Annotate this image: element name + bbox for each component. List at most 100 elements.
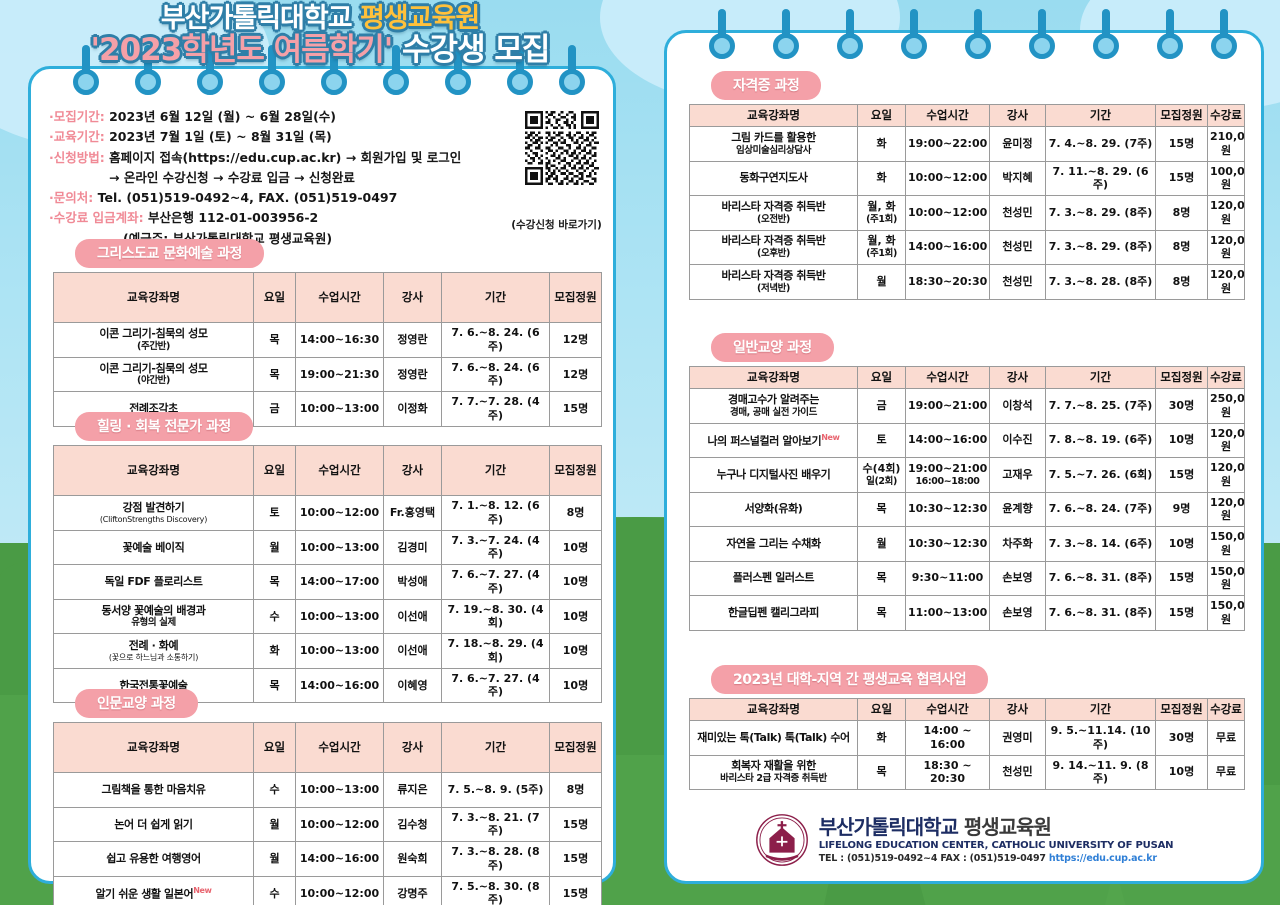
cell-period: 7. 5.~7. 26. (6회) <box>1045 457 1156 493</box>
table-row: 쉽고 유용한 여행영어 월 14:00~16:00 원숙희 7. 3.~8. 28. (… <box>53 841 602 877</box>
title-line2-recruit: 수강생 모집 <box>392 32 550 69</box>
cell-course-subtitle: (저녁반) <box>757 282 790 294</box>
cell-course-subtitle: 유형의 실제 <box>131 617 176 629</box>
info-label: ·문의처: <box>49 190 94 205</box>
cell-day: 목 <box>253 564 296 600</box>
cell-teacher: 천성민 <box>989 754 1046 790</box>
cell-teacher: 윤계향 <box>989 491 1046 527</box>
footer-website-link[interactable]: https://edu.cup.ac.kr <box>1048 853 1157 865</box>
info-value: 홈페이지 접속(https://edu.cup.ac.kr) → 회원가입 및 … <box>104 149 462 165</box>
table-row: 알기 쉬운 생활 일본어New 수 10:00~12:00 강명주 7. 5.~8. 3… <box>53 875 602 905</box>
cell-course-name: 이콘 그리기-침묵의 성모 (주간반) <box>53 322 254 358</box>
cell-capacity: 30명 <box>1155 720 1208 756</box>
cell-time: 14:00~16:00 <box>295 841 384 877</box>
qr-code-icon[interactable] <box>525 111 599 185</box>
cell-teacher: 정영란 <box>383 356 442 393</box>
th-teacher: 강사 <box>989 698 1046 721</box>
th-fee: 수강료 <box>1207 698 1245 721</box>
cell-capacity: 9명 <box>1155 491 1208 527</box>
cell-period: 7. 7.~8. 25. (7주) <box>1045 388 1156 424</box>
cell-course-name: 누구나 디지털사진 배우기 <box>689 457 858 493</box>
section-badge-5: 2023년 대학-지역 간 평생교육 협력사업 <box>711 665 989 694</box>
cell-teacher: 김경미 <box>383 529 442 566</box>
cell-course-subtitle: (야간반) <box>137 375 170 387</box>
cell-period: 7. 6.~8. 31. (8주) <box>1045 595 1156 631</box>
info-label: ·교육기간: <box>49 129 105 145</box>
cell-capacity: 15명 <box>549 841 602 877</box>
cell-time: 9:30~11:00 <box>905 560 990 596</box>
footer-contact: TEL : (051)519-0492~4 FAX : (051)519-049… <box>819 853 1174 865</box>
table-row: 이콘 그리기-침묵의 성모 (주간반) 목 14:00~16:30 정영란 7. 6.~8… <box>53 322 602 358</box>
cell-day: 월, 화 (주1회) <box>857 229 906 265</box>
cell-time: 10:00~13:00 <box>295 391 384 427</box>
cell-capacity: 15명 <box>1155 560 1208 596</box>
cell-capacity: 8명 <box>549 495 602 531</box>
cell-period: 7. 3.~8. 21. (7주) <box>441 806 550 843</box>
info-value: 2023년 7월 1일 (토) ~ 8월 31일 (목) <box>104 129 332 145</box>
cell-time: 14:00~16:00 <box>295 667 384 704</box>
cell-day: 수 <box>253 875 296 905</box>
cell-teacher: 원숙희 <box>383 841 442 877</box>
cell-capacity: 10명 <box>549 633 602 669</box>
th-day: 요일 <box>253 721 296 774</box>
section-badge-wrap-4: 일반교양 과정 <box>689 333 1245 362</box>
cell-teacher: 손보영 <box>989 595 1046 631</box>
table-row: 누구나 디지털사진 배우기 수(4회) 일(2회) 19:00~21:00 16:00~… <box>689 457 1245 493</box>
cell-course-name: 이콘 그리기-침묵의 성모 (야간반) <box>53 356 254 393</box>
cell-fee: 150,000원 <box>1207 526 1245 562</box>
th-course-name: 교육강좌명 <box>53 444 254 497</box>
table-row: 자연을 그리는 수채화 월 10:30~12:30 차주화 7. 3.~8. 14. (… <box>689 526 1245 562</box>
new-badge: New <box>821 432 840 442</box>
cell-course-name: 그림책을 통한 마음치유 <box>53 772 254 808</box>
section-badge-wrap-5: 2023년 대학-지역 간 평생교육 협력사업 <box>689 665 1245 694</box>
cell-fee: 무료 <box>1207 754 1245 790</box>
cell-course-name: 쉽고 유용한 여행영어 <box>53 841 254 877</box>
course-table-1: 교육강좌명 요일 수업시간 강사 기간 모집정원 수강료 강점 발견하기(Cli… <box>53 444 602 704</box>
cell-period: 7. 18.~8. 29. (4회) <box>441 633 550 669</box>
table-row: 경매고수가 알려주는 경매, 공매 실전 가이드 금 19:00~21:00 이창석 7.… <box>689 388 1245 424</box>
section-badge-wrap-2: 인문교양 과정 <box>53 689 599 718</box>
table-row: 동서양 꽃예술의 배경과 유형의 실제 수 10:00~13:00 이선애 7. 19.~… <box>53 598 602 635</box>
cell-time: 10:00~12:00 <box>905 195 990 231</box>
section-block-3: 자격증 과정 교육강좌명 요일 수업시간 강사 기간 모집정원 수강료 그림 카… <box>689 71 1245 300</box>
cell-time: 14:00~16:00 <box>905 422 990 458</box>
cell-fee: 100,000원 <box>1207 160 1245 196</box>
cell-fee: 210,000원 <box>1207 126 1245 162</box>
cell-time: 10:00~12:00 <box>295 495 384 531</box>
cell-teacher: 천성민 <box>989 264 1046 300</box>
th-course-name: 교육강좌명 <box>689 104 858 127</box>
cell-period: 7. 5.~8. 30. (8주) <box>441 875 550 905</box>
cell-day: 수(4회) 일(2회) <box>857 457 906 493</box>
course-table-3: 교육강좌명 요일 수업시간 강사 기간 모집정원 수강료 그림 카드를 활용한 임… <box>689 104 1245 300</box>
cell-day: 토 <box>857 422 906 458</box>
qr-code-block[interactable]: (수강신청 바로가기) <box>511 111 610 232</box>
cell-course-name: 동화구연지도사 <box>689 160 858 196</box>
cell-day: 월 <box>253 529 296 566</box>
cell-course-name: 논어 더 쉽게 읽기 <box>53 806 254 843</box>
cell-teacher: 천성민 <box>989 195 1046 231</box>
course-table-4: 교육강좌명 요일 수업시간 강사 기간 모집정원 수강료 경매고수가 알려주는 경… <box>689 366 1245 631</box>
th-capacity: 모집정원 <box>1155 104 1208 127</box>
info-row-account: ·수강료 입금계좌: 부산은행 112-01-003956-2 <box>49 208 501 228</box>
info-value: Tel. (051)519-0492~4, FAX. (051)519-0497 <box>93 190 398 205</box>
cell-course-name: 플러스펜 일러스트 <box>689 560 858 596</box>
section-badge-0: 그리스도교 문화예술 과정 <box>75 239 264 268</box>
th-time: 수업시간 <box>295 271 384 324</box>
table-body-1: 강점 발견하기 (CliftonStrengths Discovery) 토 10:0… <box>53 495 602 704</box>
th-day: 요일 <box>857 366 906 389</box>
table-header-row: 교육강좌명 요일 수업시간 강사 기간 모집정원 수강료 <box>53 444 602 497</box>
poster-title: 부산가톨릭대학교 평생교육원 '2023학년도 여름학기' 수강생 모집 <box>0 4 640 68</box>
cell-capacity: 10명 <box>1155 526 1208 562</box>
cell-period: 7. 3.~7. 24. (4주) <box>441 529 550 566</box>
table-body-0: 이콘 그리기-침묵의 성모 (주간반) 목 14:00~16:30 정영란 7. 6.~8… <box>53 322 602 427</box>
table-row: 한글딥펜 캘리그라피 목 11:00~13:00 손보영 7. 6.~8. 31. (8… <box>689 595 1245 631</box>
section-badge-wrap-0: 그리스도교 문화예술 과정 <box>53 239 599 268</box>
cell-teacher: 차주화 <box>989 526 1046 562</box>
table-row: 그림 카드를 활용한 임상미술심리상담사 화 19:00~22:00 윤미정 7. 4.~… <box>689 126 1245 162</box>
footer-subtitle-en: LIFELONG EDUCATION CENTER, CATHOLIC UNIV… <box>818 840 1174 852</box>
cell-fee: 120,000원 <box>1207 229 1245 265</box>
cell-fee: 150,000원 <box>1207 560 1245 596</box>
table-row: 이콘 그리기-침묵의 성모 (야간반) 목 19:00~21:30 정영란 7. 6.~8… <box>53 356 602 393</box>
cell-time: 10:00~12:00 <box>295 875 384 905</box>
section-badge-wrap-1: 힐링 · 회복 전문가 과정 <box>53 412 599 441</box>
